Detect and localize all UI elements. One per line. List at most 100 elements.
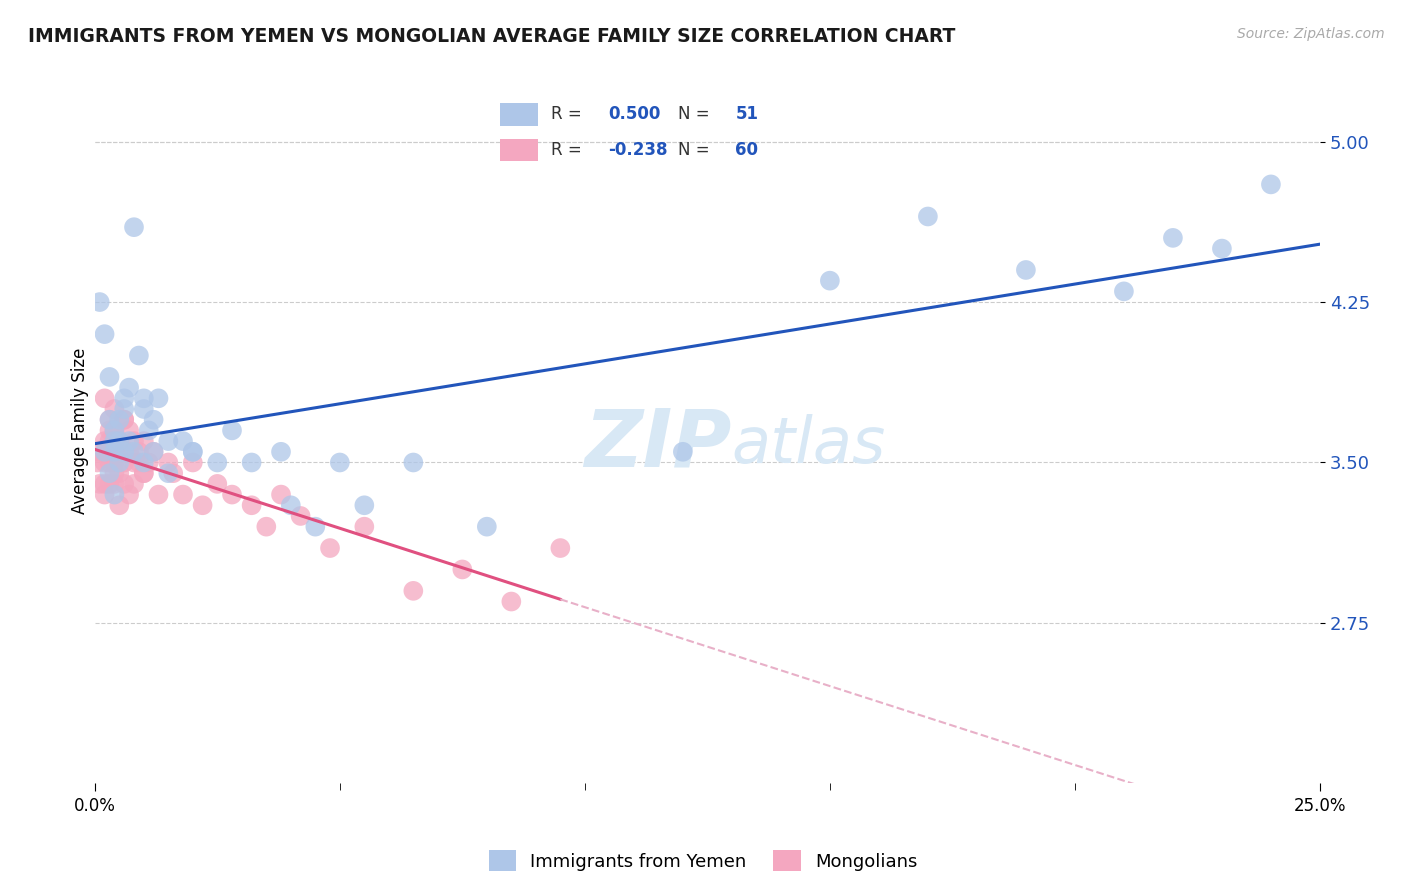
Y-axis label: Average Family Size: Average Family Size bbox=[72, 347, 89, 514]
Text: ZIP: ZIP bbox=[585, 406, 733, 483]
Point bbox=[304, 519, 326, 533]
Point bbox=[132, 466, 155, 480]
Point bbox=[128, 455, 150, 469]
Point bbox=[207, 455, 229, 469]
Point bbox=[118, 381, 141, 395]
Point bbox=[89, 295, 111, 310]
Point bbox=[103, 444, 125, 458]
Text: atlas: atlas bbox=[733, 414, 886, 475]
Point bbox=[172, 434, 194, 449]
Point bbox=[138, 455, 160, 469]
Point bbox=[672, 444, 695, 458]
Point bbox=[181, 455, 204, 469]
Point bbox=[112, 413, 135, 427]
Point bbox=[157, 455, 180, 469]
Point bbox=[118, 444, 141, 458]
Point bbox=[138, 424, 160, 438]
Point bbox=[132, 402, 155, 417]
Point bbox=[240, 455, 263, 469]
Point bbox=[118, 434, 141, 449]
Point bbox=[254, 519, 277, 533]
Point bbox=[157, 466, 180, 480]
Point bbox=[1161, 231, 1184, 245]
Point bbox=[93, 434, 115, 449]
Point bbox=[142, 413, 165, 427]
Point bbox=[98, 370, 121, 384]
Point bbox=[93, 476, 115, 491]
Point bbox=[112, 392, 135, 406]
Point bbox=[319, 541, 342, 555]
Point bbox=[172, 487, 194, 501]
Point bbox=[148, 392, 170, 406]
Point bbox=[207, 476, 229, 491]
Point bbox=[162, 466, 184, 480]
Point bbox=[112, 476, 135, 491]
Point bbox=[818, 274, 841, 288]
Point bbox=[108, 455, 131, 469]
Point bbox=[1260, 178, 1282, 192]
Point bbox=[98, 476, 121, 491]
Point bbox=[122, 455, 145, 469]
Point bbox=[917, 210, 939, 224]
Point bbox=[122, 476, 145, 491]
Point bbox=[132, 466, 155, 480]
Point bbox=[122, 444, 145, 458]
Point bbox=[98, 434, 121, 449]
Point bbox=[475, 519, 498, 533]
Point bbox=[128, 349, 150, 363]
Point bbox=[98, 455, 121, 469]
Point bbox=[103, 444, 125, 458]
Point bbox=[108, 413, 131, 427]
Point bbox=[128, 444, 150, 458]
Point bbox=[157, 434, 180, 449]
Point bbox=[108, 434, 131, 449]
Point bbox=[290, 508, 312, 523]
Point bbox=[93, 487, 115, 501]
Point bbox=[550, 541, 572, 555]
Point bbox=[451, 562, 474, 576]
Point bbox=[132, 392, 155, 406]
Point bbox=[103, 402, 125, 417]
Point bbox=[221, 487, 243, 501]
Point bbox=[93, 444, 115, 458]
Point bbox=[108, 466, 131, 480]
Point bbox=[103, 455, 125, 469]
Point bbox=[103, 424, 125, 438]
Point bbox=[89, 476, 111, 491]
Legend: Immigrants from Yemen, Mongolians: Immigrants from Yemen, Mongolians bbox=[481, 843, 925, 879]
Point bbox=[122, 434, 145, 449]
Point bbox=[1112, 285, 1135, 299]
Point bbox=[353, 519, 375, 533]
Point bbox=[86, 455, 108, 469]
Point bbox=[93, 327, 115, 342]
Point bbox=[1211, 242, 1233, 256]
Point bbox=[181, 444, 204, 458]
Point bbox=[112, 455, 135, 469]
Point bbox=[270, 444, 292, 458]
Point bbox=[221, 424, 243, 438]
Point bbox=[93, 392, 115, 406]
Point bbox=[98, 444, 121, 458]
Text: Source: ZipAtlas.com: Source: ZipAtlas.com bbox=[1237, 27, 1385, 41]
Point bbox=[108, 498, 131, 512]
Point bbox=[98, 413, 121, 427]
Point bbox=[108, 444, 131, 458]
Point bbox=[103, 466, 125, 480]
Point bbox=[89, 444, 111, 458]
Point bbox=[329, 455, 352, 469]
Point bbox=[122, 220, 145, 235]
Point bbox=[402, 455, 425, 469]
Point bbox=[118, 487, 141, 501]
Point bbox=[118, 424, 141, 438]
Point bbox=[353, 498, 375, 512]
Point bbox=[270, 487, 292, 501]
Point bbox=[98, 413, 121, 427]
Point bbox=[103, 476, 125, 491]
Point bbox=[103, 434, 125, 449]
Point bbox=[93, 455, 115, 469]
Point bbox=[181, 444, 204, 458]
Point bbox=[103, 487, 125, 501]
Point bbox=[108, 434, 131, 449]
Point bbox=[98, 466, 121, 480]
Point bbox=[112, 444, 135, 458]
